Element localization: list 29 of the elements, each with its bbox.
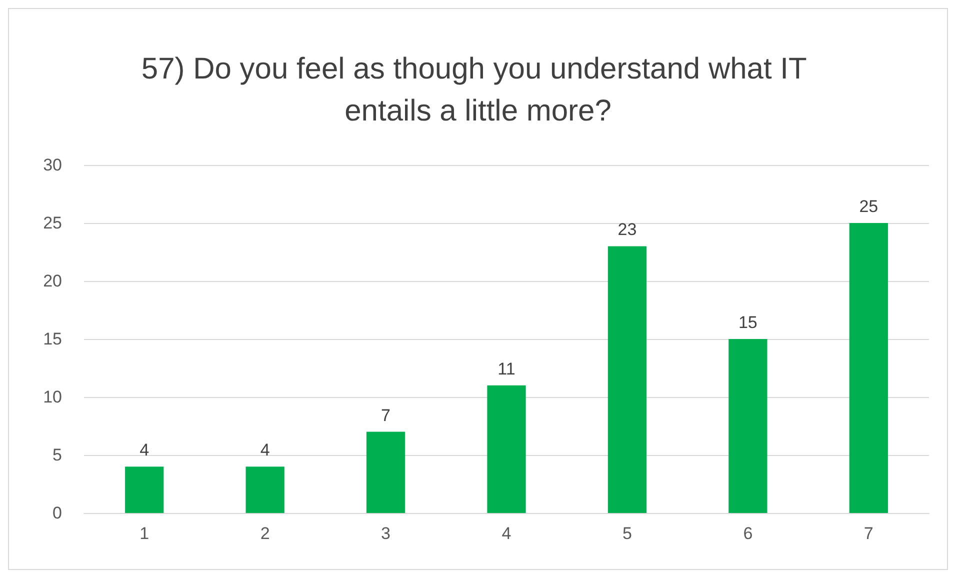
x-tick-label: 1 [140,524,150,543]
bar [246,466,284,513]
data-label: 23 [618,220,637,240]
x-tick-label: 2 [260,524,270,543]
x-tick-label: 3 [381,524,391,543]
data-label: 25 [859,197,878,216]
bar [366,432,406,513]
y-tick-label: 15 [43,330,62,348]
y-tick-label: 30 [43,156,62,174]
bar [849,223,888,513]
y-tick-label: 25 [43,214,62,232]
y-tick-label: 0 [52,504,62,522]
x-tick-label: 5 [622,524,632,543]
bar [608,246,647,513]
x-tick-label: 6 [743,524,753,543]
y-tick-label: 10 [43,388,62,406]
bar [125,466,164,513]
data-label: 4 [260,440,270,460]
x-tick-label: 7 [864,524,874,543]
x-tick-label: 4 [502,524,512,543]
y-tick-label: 20 [43,272,62,290]
bar [487,385,526,513]
y-tick-label: 5 [52,446,62,464]
chart-title: 57) Do you feel as though you understand what IT entails a little more? [141,52,815,128]
bar [728,339,768,513]
data-label: 11 [498,359,516,378]
data-label: 4 [140,440,150,460]
data-label: 7 [381,406,391,425]
data-label: 15 [738,313,758,332]
